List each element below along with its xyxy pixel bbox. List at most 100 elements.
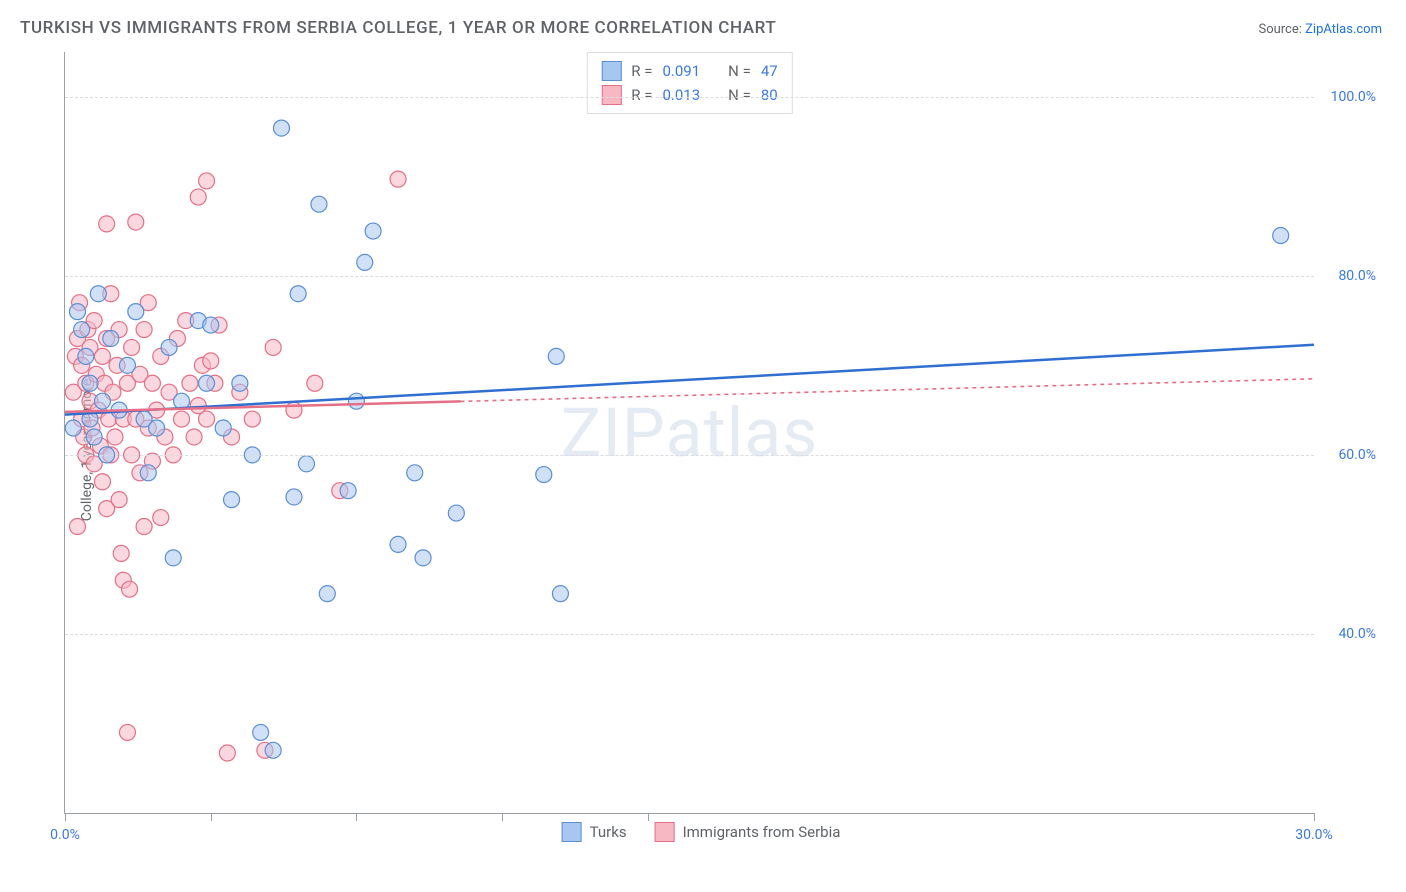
data-point: [536, 467, 552, 483]
stat-r-label: R =: [631, 62, 652, 80]
stat-n-value: 80: [761, 86, 778, 104]
data-point: [340, 483, 356, 499]
data-point: [111, 492, 127, 508]
data-point: [273, 120, 289, 136]
data-point: [90, 286, 106, 302]
y-tick-label: 80.0%: [1338, 268, 1376, 284]
x-tick-label: 30.0%: [1295, 827, 1333, 843]
data-point: [128, 214, 144, 230]
data-point: [265, 339, 281, 355]
data-point: [199, 173, 215, 189]
data-point: [415, 550, 431, 566]
data-point: [244, 411, 260, 427]
stat-n-label: N =: [728, 62, 751, 80]
plot-area: ZIPatlas R = 0.091N = 47R = 0.013N = 80 …: [64, 52, 1314, 814]
data-point: [136, 519, 152, 535]
legend-swatch: [655, 822, 675, 842]
gridline: [65, 455, 1314, 456]
legend-label: Turks: [590, 823, 627, 841]
stat-n-label: N =: [728, 86, 751, 104]
data-point: [144, 375, 160, 391]
x-tick: [502, 813, 503, 821]
data-point: [552, 586, 568, 602]
data-point: [103, 330, 119, 346]
chart-title: TURKISH VS IMMIGRANTS FROM SERBIA COLLEG…: [20, 18, 776, 38]
data-point: [119, 357, 135, 373]
x-tick: [1314, 813, 1315, 821]
data-point: [199, 375, 215, 391]
data-point: [65, 420, 81, 436]
data-point: [140, 465, 156, 481]
trend-line: [65, 345, 1314, 415]
data-point: [286, 489, 302, 505]
legend-label: Immigrants from Serbia: [683, 823, 841, 841]
data-point: [128, 304, 144, 320]
gridline: [65, 276, 1314, 277]
data-point: [99, 216, 115, 232]
legend-item: Immigrants from Serbia: [655, 822, 841, 842]
stat-r-value: 0.013: [662, 86, 700, 104]
data-point: [232, 375, 248, 391]
x-tick: [648, 813, 649, 821]
data-point: [107, 429, 123, 445]
x-tick: [211, 813, 212, 821]
stat-r-value: 0.091: [662, 62, 700, 80]
data-point: [548, 348, 564, 364]
data-point: [124, 339, 140, 355]
data-point: [253, 724, 269, 740]
data-point: [122, 581, 138, 597]
source-credit: Source: ZipAtlas.com: [1258, 22, 1382, 37]
data-point: [215, 420, 231, 436]
data-point: [78, 348, 94, 364]
trend-line-dashed: [461, 379, 1314, 402]
gridline: [65, 97, 1314, 98]
data-point: [407, 465, 423, 481]
data-point: [307, 375, 323, 391]
y-tick-label: 100.0%: [1331, 89, 1376, 105]
stat-r-label: R =: [631, 86, 652, 104]
data-point: [182, 375, 198, 391]
data-point: [448, 505, 464, 521]
data-point: [1273, 228, 1289, 244]
legend-swatch: [601, 61, 621, 81]
y-tick-label: 60.0%: [1338, 447, 1376, 463]
source-link[interactable]: ZipAtlas.com: [1305, 22, 1382, 37]
data-point: [357, 254, 373, 270]
data-point: [149, 420, 165, 436]
series-legend: Turks Immigrants from Serbia: [562, 822, 841, 842]
data-point: [94, 393, 110, 409]
data-point: [165, 550, 181, 566]
gridline: [65, 634, 1314, 635]
data-point: [203, 353, 219, 369]
data-point: [348, 393, 364, 409]
data-point: [119, 724, 135, 740]
data-point: [290, 286, 306, 302]
data-point: [153, 510, 169, 526]
stats-row: R = 0.013 N = 80: [601, 83, 777, 107]
data-point: [174, 411, 190, 427]
data-point: [161, 339, 177, 355]
data-point: [94, 348, 110, 364]
data-point: [69, 304, 85, 320]
data-point: [82, 375, 98, 391]
data-point: [390, 171, 406, 187]
data-point: [74, 322, 90, 338]
data-point: [190, 189, 206, 205]
x-tick: [356, 813, 357, 821]
data-point: [390, 536, 406, 552]
data-point: [86, 429, 102, 445]
stats-legend: R = 0.091N = 47R = 0.013N = 80: [586, 52, 792, 114]
scatter-svg: [65, 52, 1314, 813]
data-point: [365, 223, 381, 239]
data-point: [199, 411, 215, 427]
data-point: [136, 322, 152, 338]
legend-swatch: [601, 85, 621, 105]
data-point: [319, 586, 335, 602]
legend-item: Turks: [562, 822, 627, 842]
data-point: [203, 317, 219, 333]
data-point: [69, 519, 85, 535]
data-point: [94, 474, 110, 490]
stats-row: R = 0.091N = 47: [601, 59, 777, 83]
x-tick: [65, 813, 66, 821]
data-point: [311, 196, 327, 212]
